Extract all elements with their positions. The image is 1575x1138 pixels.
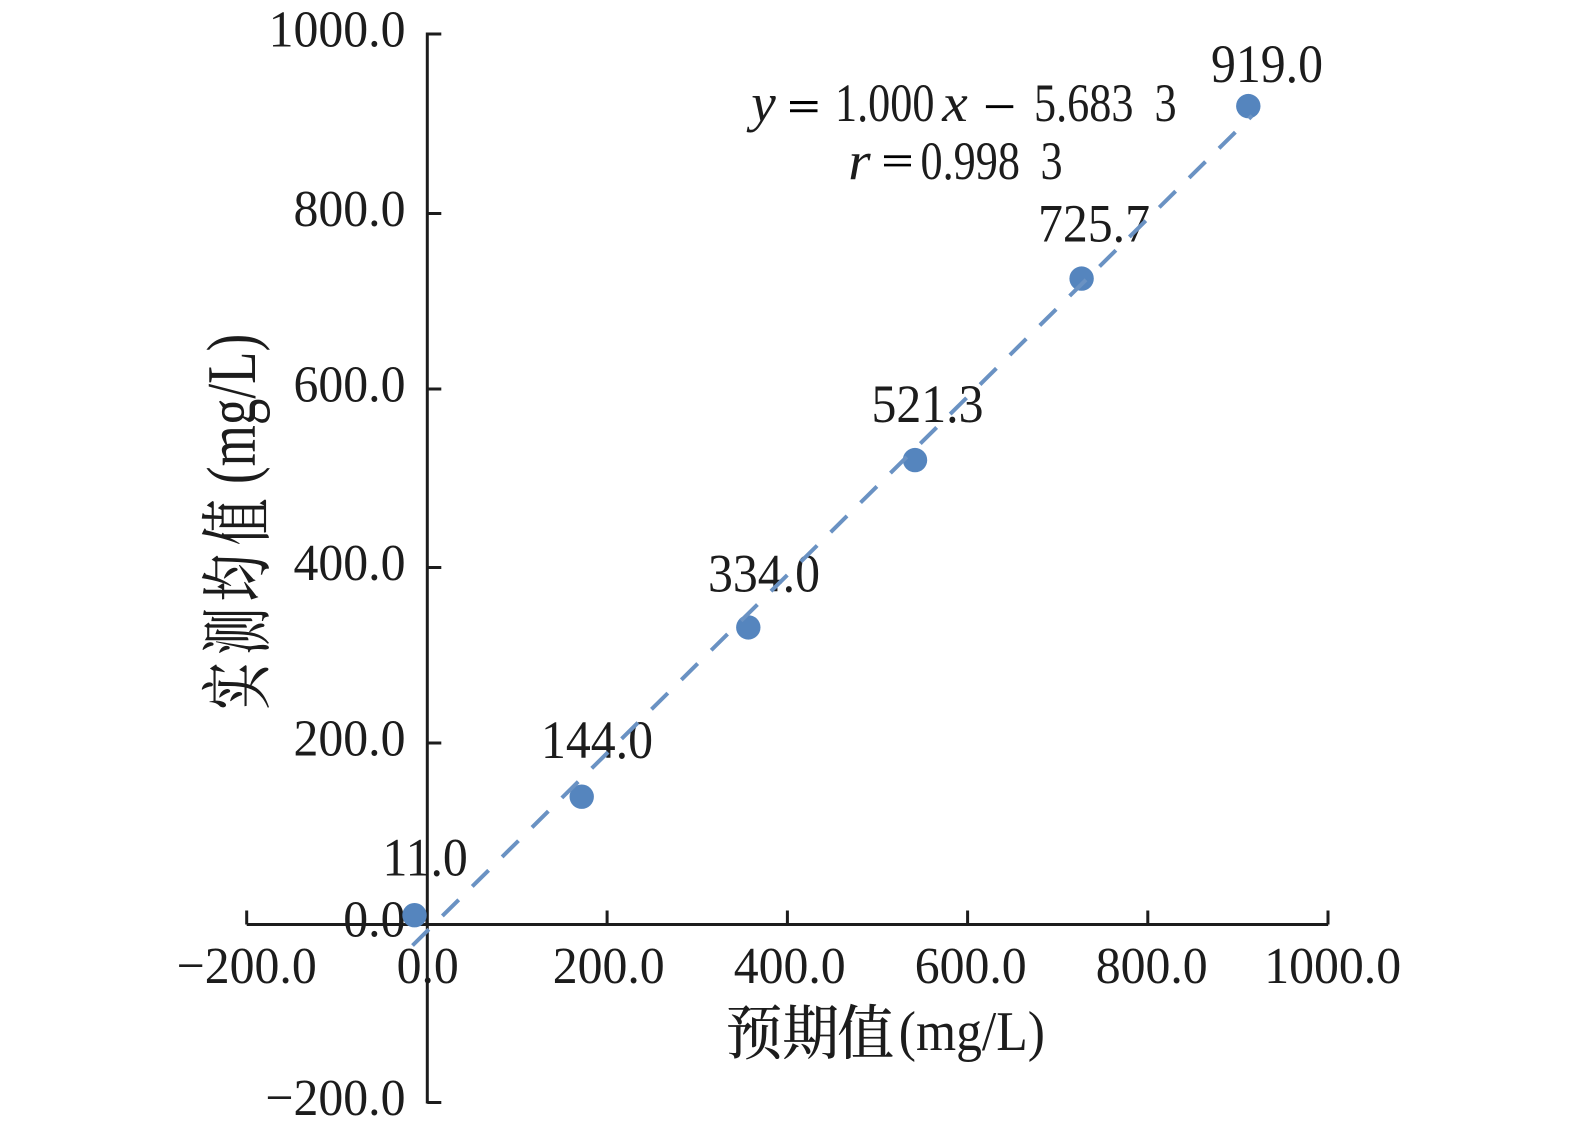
svg-text:200.0: 200.0	[294, 709, 406, 767]
svg-text:0.0: 0.0	[343, 890, 405, 948]
svg-text:1000.0: 1000.0	[269, 0, 406, 58]
svg-text:800.0: 800.0	[294, 180, 406, 238]
svg-text:1.000: 1.000	[835, 73, 934, 133]
svg-text:521.3: 521.3	[871, 375, 983, 434]
svg-text:r: r	[848, 131, 871, 191]
svg-text:5.683: 5.683	[1034, 73, 1133, 133]
svg-text:−200.0: −200.0	[265, 1069, 405, 1127]
svg-text:−200.0: −200.0	[177, 937, 317, 995]
svg-text:1000.0: 1000.0	[1264, 937, 1401, 995]
svg-text:400.0: 400.0	[734, 937, 846, 995]
svg-text:y: y	[746, 72, 776, 133]
svg-text:725.7: 725.7	[1038, 195, 1150, 254]
svg-text:3: 3	[1041, 131, 1063, 191]
svg-text:x: x	[941, 73, 968, 133]
svg-text:0.0: 0.0	[397, 937, 459, 995]
svg-text:11.0: 11.0	[383, 829, 468, 888]
svg-text:400.0: 400.0	[294, 534, 406, 592]
svg-text:800.0: 800.0	[1096, 937, 1208, 995]
svg-text:600.0: 600.0	[294, 355, 406, 413]
svg-text:0.998: 0.998	[921, 131, 1020, 191]
svg-text:200.0: 200.0	[553, 937, 665, 995]
svg-text:600.0: 600.0	[915, 937, 1027, 995]
svg-text:(mg/L): (mg/L)	[194, 334, 270, 484]
svg-text:334.0: 334.0	[708, 545, 820, 604]
svg-text:3: 3	[1155, 73, 1177, 133]
svg-text:919.0: 919.0	[1211, 35, 1323, 94]
svg-text:(mg/L): (mg/L)	[899, 1000, 1045, 1062]
